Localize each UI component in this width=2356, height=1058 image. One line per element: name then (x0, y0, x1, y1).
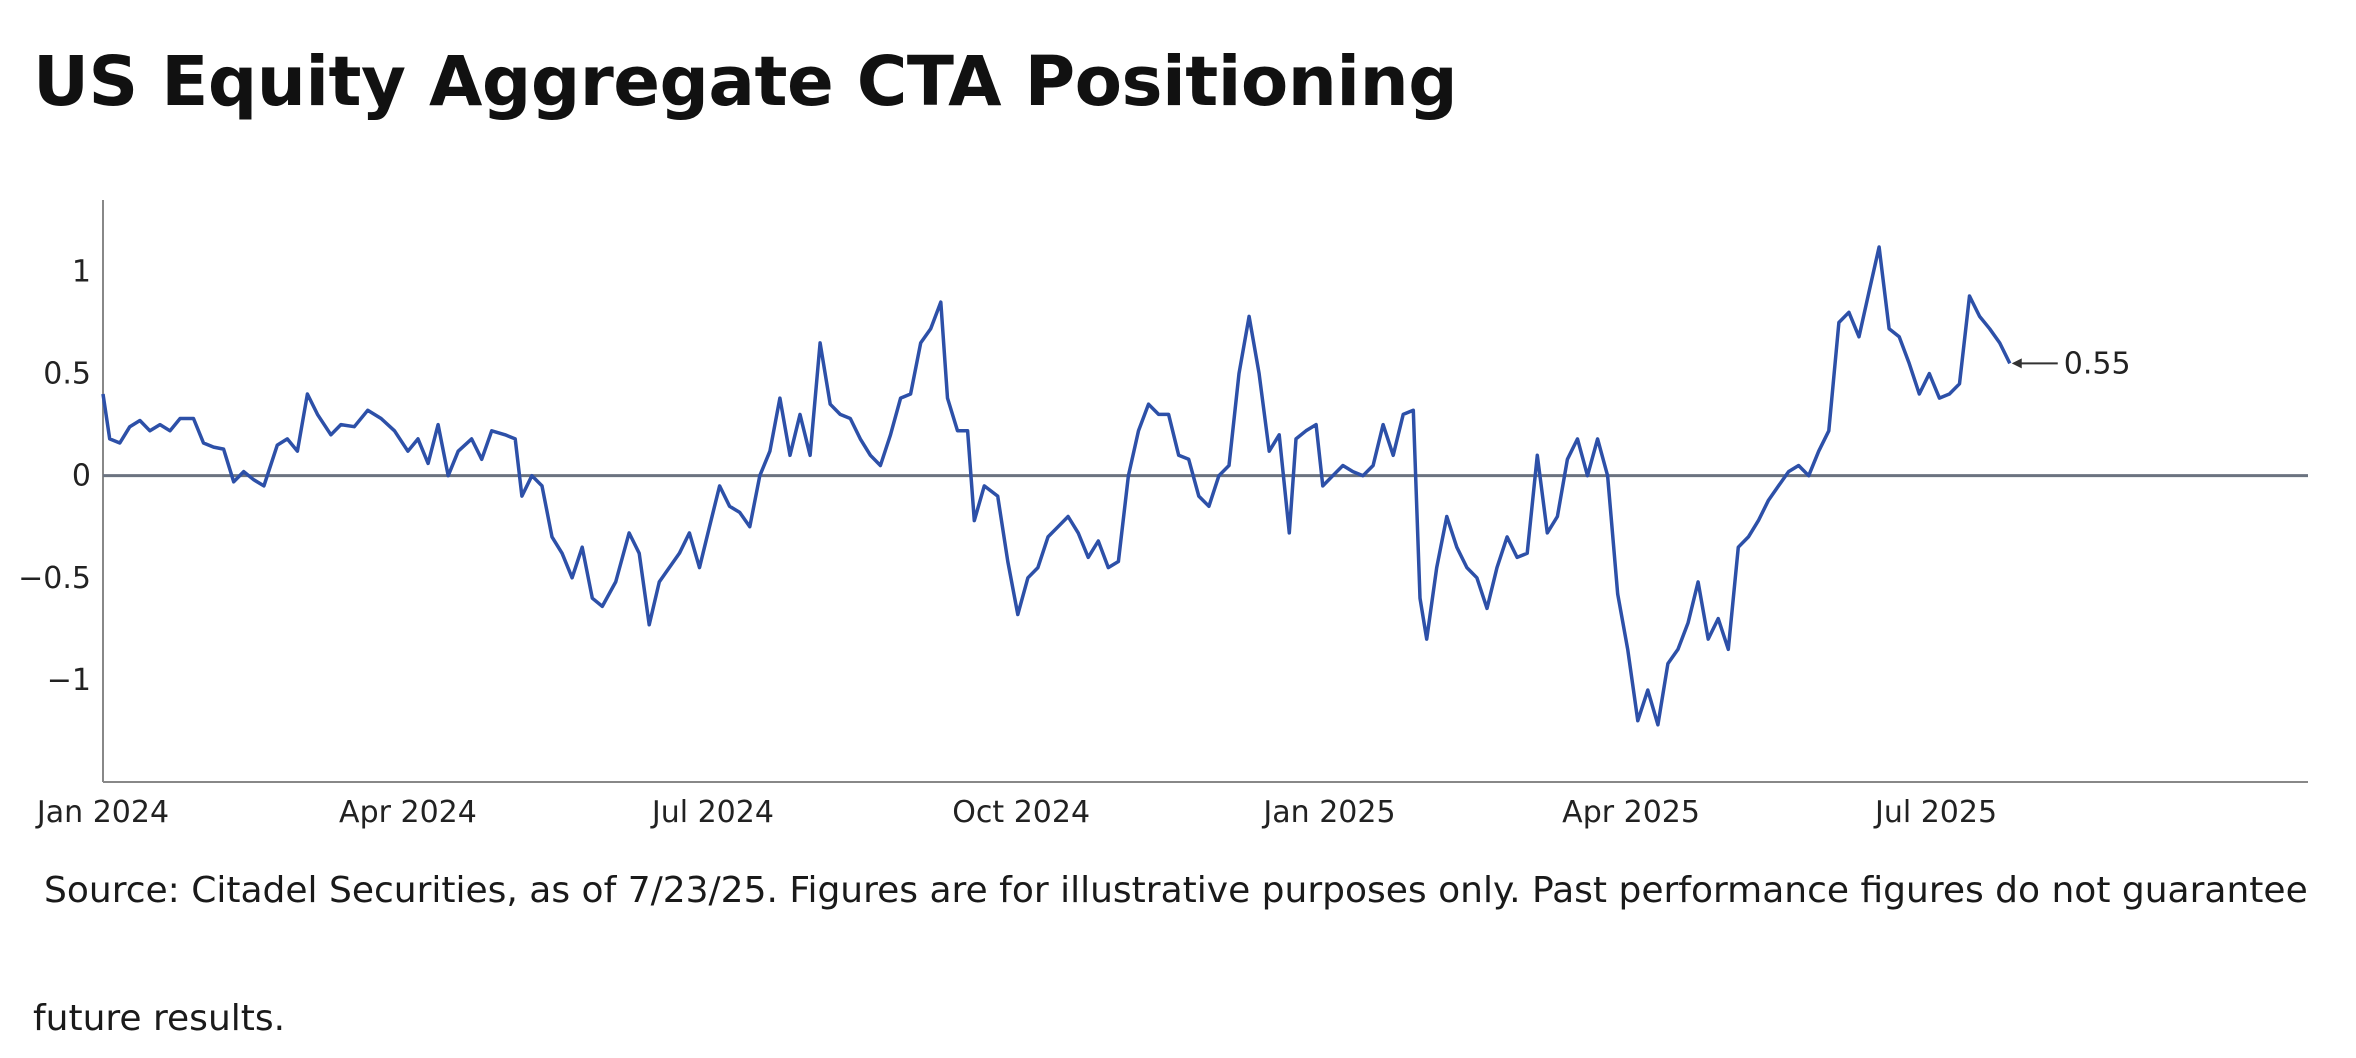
series-line-cta-positioning (101, 245, 2012, 727)
y-tick-label: −0.5 (18, 561, 91, 596)
annotation-value-label: 0.55 (2064, 346, 2131, 381)
x-tick-label: Apr 2024 (339, 795, 477, 830)
last-value-annotation: 0.55 (2011, 346, 2131, 381)
y-tick-label: 0.5 (43, 357, 91, 392)
annotation-arrow-icon (2011, 358, 2022, 369)
y-axis: 1 0.5 0 −0.5 −1 (18, 200, 104, 782)
x-tick-label: Jul 2025 (1873, 795, 1997, 830)
source-note-continued: future results. (33, 998, 286, 1039)
x-tick-label: Jan 2025 (1261, 795, 1395, 830)
x-tick-label: Apr 2025 (1562, 795, 1700, 830)
x-tick-label: Jan 2024 (35, 795, 169, 830)
x-tick-label: Oct 2024 (952, 795, 1090, 830)
y-tick-label: 0 (72, 459, 91, 494)
y-tick-label: −1 (47, 663, 91, 698)
x-tick-label: Jul 2024 (650, 795, 774, 830)
source-note: Source: Citadel Securities, as of 7/23/2… (44, 870, 2308, 911)
page-title: US Equity Aggregate CTA Positioning (33, 42, 1458, 122)
cta-positioning-chart: 1 0.5 0 −0.5 −1 Jan 2024 Apr 2024 Jul 2024 Oct … (18, 200, 2308, 830)
y-tick-label: 1 (72, 254, 91, 289)
x-axis: Jan 2024 Apr 2024 Jul 2024 Oct 2024 Jan 2025… (35, 781, 2308, 830)
